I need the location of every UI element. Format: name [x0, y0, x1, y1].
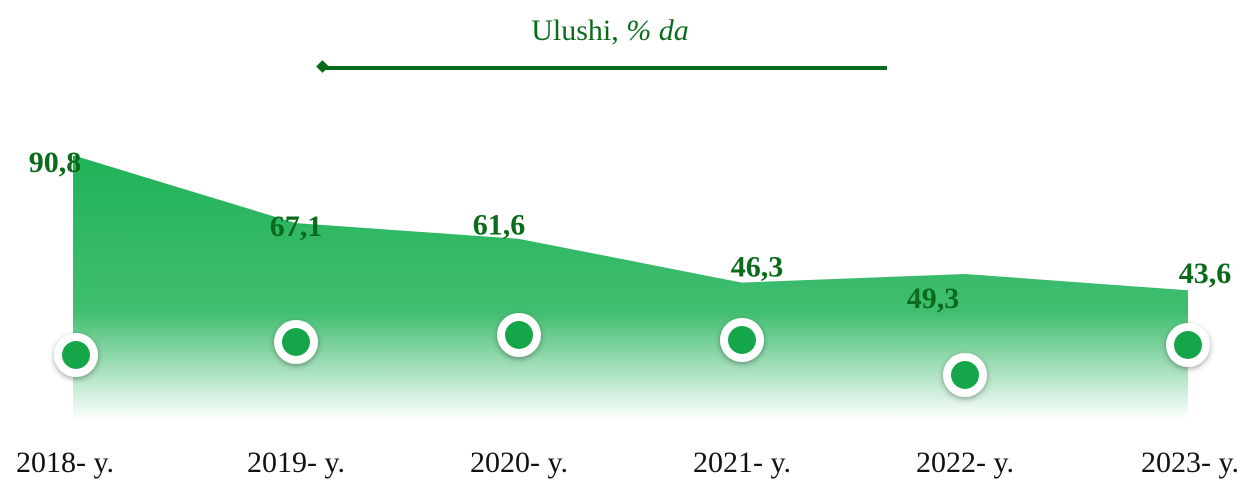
marker [505, 321, 533, 349]
value-label: 90,8 [29, 146, 82, 179]
x-tick-label: 2022- y. [916, 446, 1014, 479]
marker [951, 361, 979, 389]
value-label: 43,6 [1179, 257, 1232, 290]
marker [1174, 331, 1202, 359]
marker [62, 341, 90, 369]
chart-title: Ulushi, % da [531, 14, 689, 47]
x-tick-label: 2023- y. [1141, 446, 1239, 479]
area [73, 155, 1188, 420]
value-label: 49,3 [907, 282, 960, 315]
title-unit: % da [626, 14, 689, 47]
value-label: 61,6 [473, 209, 526, 242]
x-tick-label: 2021- y. [693, 446, 791, 479]
x-tick-label: 2018- y. [16, 446, 114, 479]
title-text: Ulushi, [531, 14, 619, 47]
marker [282, 328, 310, 356]
legend-diamond [316, 60, 329, 73]
marker [728, 326, 756, 354]
value-label: 67,1 [270, 210, 323, 243]
value-label: 46,3 [731, 250, 784, 283]
x-tick-label: 2020- y. [470, 446, 568, 479]
x-tick-label: 2019- y. [247, 446, 345, 479]
